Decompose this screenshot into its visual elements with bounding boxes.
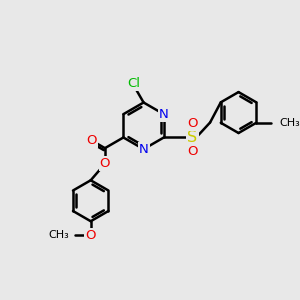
Text: CH₃: CH₃ [279,118,300,128]
Text: S: S [187,130,197,145]
Text: CH₃: CH₃ [48,230,69,240]
Text: O: O [85,229,96,242]
Text: N: N [139,142,148,156]
Text: Cl: Cl [127,77,140,90]
Text: O: O [187,117,197,130]
Text: O: O [100,157,110,170]
Text: N: N [159,108,169,121]
Text: O: O [86,134,97,147]
Text: O: O [187,145,197,158]
